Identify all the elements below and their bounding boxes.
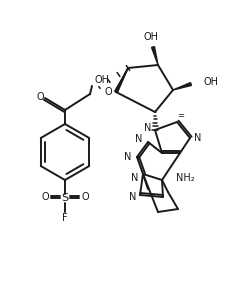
Polygon shape — [115, 68, 128, 93]
Polygon shape — [173, 82, 192, 90]
Text: N: N — [131, 173, 139, 183]
Polygon shape — [152, 47, 158, 65]
Text: OH: OH — [203, 77, 218, 87]
Text: N: N — [135, 134, 143, 144]
Text: N: N — [129, 192, 137, 202]
Text: N: N — [194, 133, 202, 143]
Text: N: N — [124, 152, 132, 162]
Text: O: O — [41, 192, 49, 202]
Text: =: = — [177, 111, 184, 120]
Text: O: O — [36, 92, 44, 102]
Text: OH: OH — [94, 75, 109, 85]
Text: OH: OH — [144, 32, 159, 42]
Text: S: S — [61, 193, 69, 203]
Text: NH₂: NH₂ — [176, 173, 195, 183]
Text: N: N — [144, 123, 152, 133]
Text: F: F — [62, 213, 68, 223]
Text: O: O — [81, 192, 89, 202]
Text: O: O — [104, 87, 112, 97]
